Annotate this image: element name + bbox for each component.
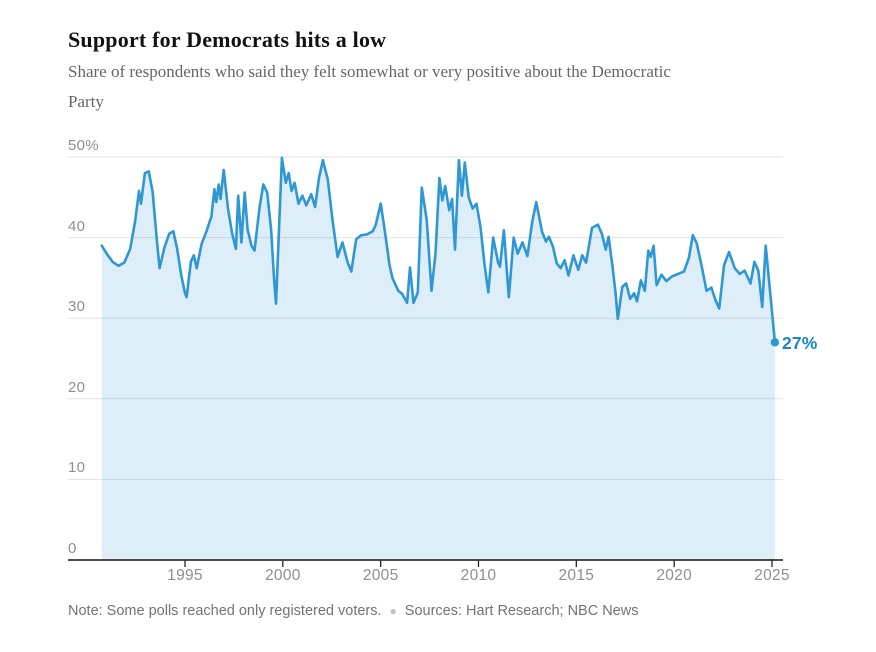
y-axis-label: 40 (68, 217, 86, 235)
end-dot (770, 338, 780, 347)
chart-title: Support for Democrats hits a low (68, 27, 387, 52)
x-axis-label: 2020 (656, 567, 693, 584)
end-value-label: 27% (781, 332, 818, 353)
y-axis-label: 0 (68, 540, 77, 557)
x-axis-label: 2005 (362, 567, 399, 584)
x-axis-label: 2000 (264, 567, 301, 584)
trend-line (100, 156, 777, 344)
note-text: Note: Some polls reached only registered… (68, 603, 382, 619)
x-axis-label: 2015 (558, 567, 595, 584)
chart-subtitle-line-1: Share of respondents who said they felt … (68, 62, 671, 81)
y-axis-label: 10 (68, 459, 86, 477)
x-axis-label: 1995 (167, 567, 203, 584)
sources-text: Sources: Hart Research; NBC News (404, 603, 639, 619)
y-axis-label: 50% (68, 137, 99, 154)
note-separator-dot: ● (389, 604, 397, 618)
y-axis-label: 20 (68, 378, 86, 396)
footnote: Note: Some polls reached only registered… (68, 603, 638, 619)
y-axis-label: 30 (68, 298, 86, 316)
x-axis-label: 2010 (460, 567, 497, 584)
chart-subtitle: Share of respondents who said they felt … (68, 57, 848, 117)
x-axis-label: 2025 (754, 567, 790, 584)
chart-subtitle-line-2: Party (68, 92, 104, 111)
area-fill (101, 157, 775, 561)
